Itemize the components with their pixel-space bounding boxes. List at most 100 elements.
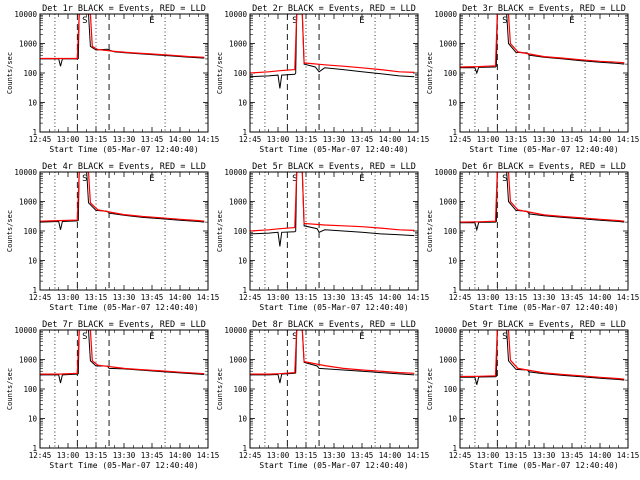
event-marker-s: S [292, 332, 297, 342]
events-series-line [40, 14, 205, 67]
plot-frame [459, 171, 629, 291]
y-tick-label: 10 [448, 415, 458, 424]
lld-series-line [40, 172, 205, 222]
x-tick-label: 12:45 [239, 293, 262, 302]
y-tick-label: 10 [448, 99, 458, 108]
x-tick-label: 13:45 [351, 293, 374, 302]
detector-panel: Det 9r BLACK = Events, RED = LLD Counts/s… [426, 320, 639, 470]
y-axis-label: Counts/sec [6, 210, 14, 252]
x-tick-label: 13:45 [141, 451, 164, 460]
event-marker-s: S [502, 16, 507, 26]
x-axis-label: Start Time (05-Mar-07 12:40:40) [49, 461, 198, 470]
series-group [460, 14, 625, 75]
x-tick-label: 13:15 [85, 135, 108, 144]
x-axis-label: Start Time (05-Mar-07 12:40:40) [469, 461, 618, 470]
x-tick-label: 14:00 [169, 135, 192, 144]
x-tick-label: 13:00 [477, 293, 500, 302]
plot-frame [39, 13, 209, 133]
event-marker-e: E [569, 174, 574, 184]
y-tick-label: 1 [452, 444, 457, 453]
event-marker-s: S [502, 174, 507, 184]
y-tick-label: 1 [242, 128, 247, 137]
x-tick-label: 13:15 [295, 135, 318, 144]
series-group [250, 330, 415, 384]
event-marker-e: E [149, 174, 154, 184]
event-marker-e: E [359, 332, 364, 342]
events-series-line [460, 330, 625, 385]
y-tick-label: 100 [233, 69, 247, 78]
event-marker-s: S [292, 16, 297, 26]
x-tick-label: 13:15 [505, 135, 528, 144]
y-tick-label: 10000 [224, 168, 247, 177]
x-tick-label: 13:45 [561, 135, 584, 144]
event-marker-s: S [82, 174, 87, 184]
x-tick-label: 14:15 [407, 135, 430, 144]
lld-series-line [40, 330, 205, 375]
x-axis-label: Start Time (05-Mar-07 12:40:40) [259, 303, 408, 312]
y-tick-label: 100 [23, 227, 37, 236]
lld-series-line [250, 14, 415, 74]
detector-panel: Det 4r BLACK = Events, RED = LLD Counts/s… [6, 162, 219, 312]
y-axis-label: Counts/sec [216, 368, 224, 410]
x-tick-label: 13:30 [323, 293, 346, 302]
y-tick-label: 10000 [14, 168, 37, 177]
x-tick-label: 13:00 [477, 135, 500, 144]
y-tick-label: 1000 [19, 40, 38, 49]
plot-frame [459, 13, 629, 133]
event-marker-e: E [359, 174, 364, 184]
x-tick-label: 12:45 [29, 135, 52, 144]
y-tick-label: 100 [233, 227, 247, 236]
y-axis-label: Counts/sec [426, 210, 434, 252]
lld-series-line [250, 172, 415, 232]
plot-frame [39, 171, 209, 291]
x-tick-label: 12:45 [239, 135, 262, 144]
y-tick-label: 1 [32, 128, 37, 137]
y-tick-label: 10 [238, 257, 248, 266]
event-marker-e: E [359, 16, 364, 26]
event-marker-s: S [502, 332, 507, 342]
x-tick-label: 14:00 [589, 451, 612, 460]
lld-series-line [460, 330, 625, 380]
x-tick-label: 12:45 [449, 451, 472, 460]
event-marker-e: E [569, 332, 574, 342]
plot-frame [39, 329, 209, 449]
y-tick-label: 1000 [229, 356, 248, 365]
lld-series-line [460, 172, 625, 223]
y-tick-label: 1000 [19, 198, 38, 207]
x-tick-label: 14:00 [589, 135, 612, 144]
x-tick-label: 13:15 [505, 451, 528, 460]
event-marker-s: S [292, 174, 297, 184]
lld-series-line [40, 14, 205, 60]
event-marker-s: S [82, 332, 87, 342]
x-tick-label: 14:15 [197, 451, 220, 460]
x-tick-label: 14:00 [169, 451, 192, 460]
x-tick-label: 12:45 [239, 451, 262, 460]
detector-panel: Det 1r BLACK = Events, RED = LLD Counts/s… [6, 4, 219, 154]
panel-title: Det 4r BLACK = Events, RED = LLD [42, 162, 206, 172]
event-marker-e: E [569, 16, 574, 26]
y-tick-label: 100 [23, 385, 37, 394]
y-tick-label: 1000 [439, 40, 458, 49]
x-tick-label: 14:15 [407, 293, 430, 302]
x-tick-label: 13:45 [561, 451, 584, 460]
y-tick-label: 100 [443, 385, 457, 394]
y-tick-label: 10000 [224, 10, 247, 19]
x-axis-label: Start Time (05-Mar-07 12:40:40) [259, 461, 408, 470]
x-tick-label: 13:00 [57, 135, 80, 144]
y-tick-label: 10000 [434, 326, 457, 335]
x-tick-label: 13:45 [351, 451, 374, 460]
x-axis-label: Start Time (05-Mar-07 12:40:40) [469, 145, 618, 154]
panel-title: Det 3r BLACK = Events, RED = LLD [462, 4, 626, 14]
x-tick-label: 12:45 [29, 293, 52, 302]
events-series-line [460, 172, 625, 232]
y-tick-label: 1 [452, 128, 457, 137]
plot-frame [249, 13, 419, 133]
panel-title: Det 2r BLACK = Events, RED = LLD [252, 4, 416, 14]
y-tick-label: 10000 [434, 168, 457, 177]
events-series-line [40, 330, 205, 384]
events-series-line [250, 172, 415, 247]
x-tick-label: 13:00 [57, 451, 80, 460]
x-tick-label: 14:00 [379, 293, 402, 302]
y-tick-label: 100 [443, 227, 457, 236]
